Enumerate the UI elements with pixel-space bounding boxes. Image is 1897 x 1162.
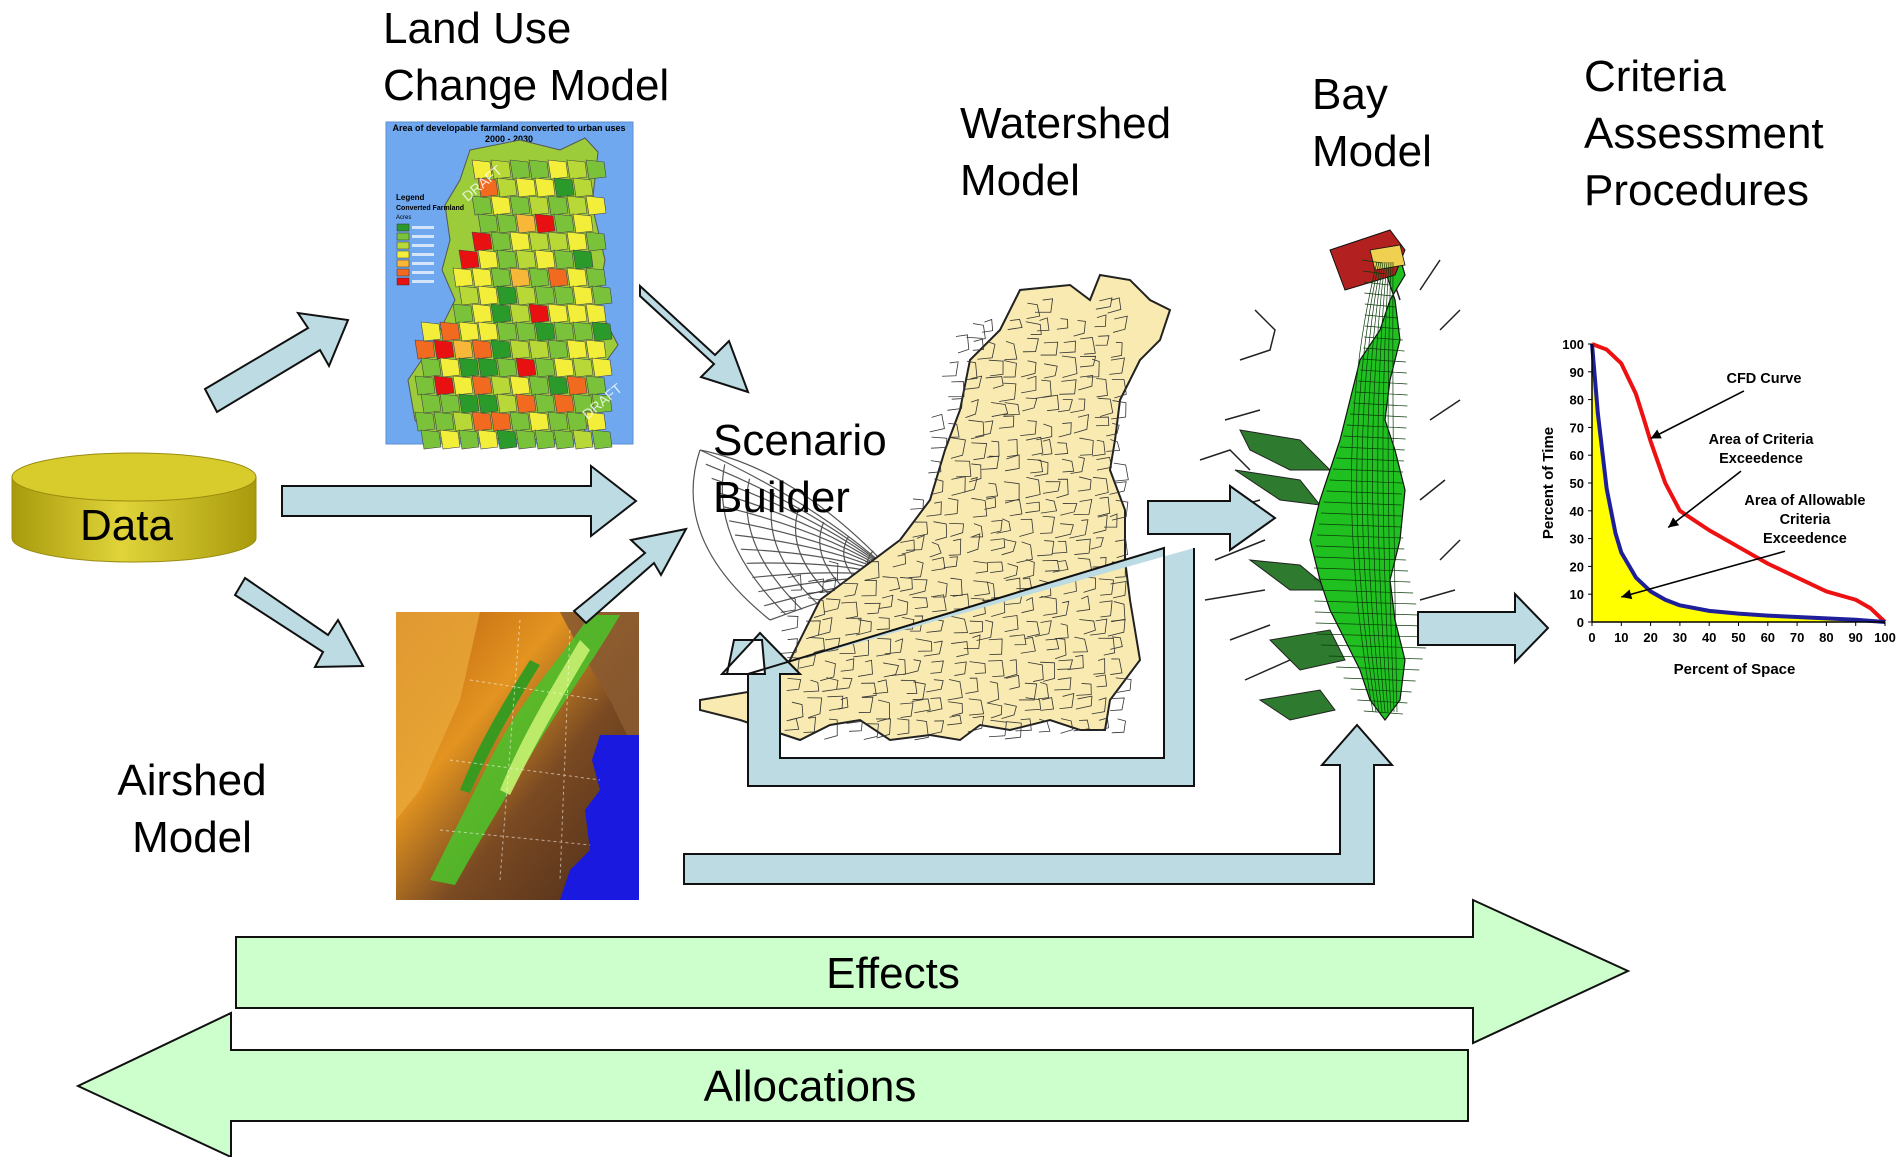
arrow-airshed-to-bay [683,723,1395,885]
legend-swatch [396,259,410,268]
y-tick-label: 30 [1570,532,1584,547]
arrow-bay-to-criteria [1417,591,1550,665]
land-use-label-line-2: Change Model [383,61,670,110]
bay-grid [1313,259,1427,715]
x-tick-label: 70 [1790,630,1804,645]
x-tick-label: 90 [1848,630,1862,645]
land-use-label: Land Use Change Model [383,0,669,114]
annotation-arrow [1621,550,1786,598]
annotation-arrow [1650,390,1745,440]
arrow-landuse-to-scenario [639,283,750,394]
arrow-watershed-to-bay [1147,484,1277,552]
land-use-map-title-2: 2000 - 2030 [485,134,533,144]
airshed-label-line-1: Airshed [117,756,267,805]
watershed-label-line-2: Model [960,156,1080,205]
land-use-legend-title-3: Acres [396,215,411,221]
scenario-label-line-1: Scenario [713,416,887,465]
legend-swatch [396,268,410,277]
data-label: Data [80,501,173,550]
big-arrows [75,898,1631,1159]
allocations-label: Allocations [703,1062,917,1111]
x-tick-label: 10 [1614,630,1628,645]
legend-swatch [396,277,410,286]
x-tick-label: 50 [1731,630,1745,645]
chart-annotation: CFD Curve [1726,371,1801,387]
chart-annotation: Area of Allowable Criteria Exceedence [1744,493,1865,547]
y-tick-label: 20 [1570,559,1584,574]
legend-swatch [396,232,410,241]
airshed-ocean [560,735,639,900]
x-tick-label: 20 [1643,630,1657,645]
criteria-label-line-2: Assessment [1584,109,1824,158]
criteria-label-line-3: Procedures [1584,166,1810,215]
flow-arrows [203,283,1550,885]
y-tick-label: 90 [1570,365,1584,380]
arrow-data-to-landuse [203,311,350,414]
annotation-arrow [1667,470,1742,529]
effects-arrow [235,898,1631,1045]
land-use-counties [414,159,613,450]
y-tick-label: 0 [1577,615,1584,630]
data-cylinder [11,452,257,563]
bay-label-line-1: Bay [1312,70,1388,119]
watershed-map [699,273,1172,742]
cfd-chart: 0 10 20 30 40 50 60 70 80 90 100 0 10 20 30 40 50 60 70 80 9… [1540,337,1896,678]
airshed-map [396,612,639,900]
criteria-label-line-1: Criteria [1584,52,1726,101]
y-axis-label: Percent of Time [1540,427,1557,539]
x-tick-label: 100 [1874,630,1896,645]
y-tick-label: 70 [1570,420,1584,435]
land-use-label-line-1: Land Use [383,4,572,53]
bay-label-line-2: Model [1312,127,1432,176]
legend-swatch [396,223,410,232]
arrow-data-to-airshed [233,576,365,669]
effects-label: Effects [826,949,960,998]
x-tick-label: 30 [1673,630,1687,645]
land-use-map-title-1: Area of developable farmland converted t… [392,123,625,133]
criteria-label: Criteria Assessment Procedures [1584,48,1824,219]
x-tick-label: 0 [1588,630,1595,645]
airshed-label-line-2: Model [132,813,252,862]
x-axis-label: Percent of Space [1674,661,1796,678]
x-tick-label: 60 [1761,630,1775,645]
y-tick-label: 40 [1570,504,1584,519]
arrow-data-to-scenario [281,463,638,539]
y-tick-label: 50 [1570,476,1584,491]
land-use-map: Area of developable farmland converted t… [385,121,634,450]
airshed-label: Airshed Model [92,752,292,866]
bay-label: Bay Model [1312,66,1432,180]
allocations-arrow [75,1011,1469,1159]
arrow-feedback-loop [719,546,1195,787]
land-use-legend-title-1: Legend [396,193,425,202]
chart-annotation: Area of Criteria Exceedence [1709,432,1815,467]
bay-map [1189,229,1461,721]
land-use-legend [396,223,434,286]
y-tick-label: 10 [1570,587,1584,602]
x-tick-label: 40 [1702,630,1716,645]
watershed-subbasins [780,297,1132,741]
legend-swatch [396,241,410,250]
allowable-exceedence-area [1592,344,1885,622]
arrow-airshed-to-scenario [572,527,688,625]
scenario-label-line-2: Builder [713,473,850,522]
y-tick-label: 80 [1570,393,1584,408]
legend-swatch [396,250,410,259]
scenario-label: Scenario Builder [713,412,887,526]
watershed-label: Watershed Model [960,95,1171,209]
x-tick-label: 80 [1819,630,1833,645]
y-tick-label: 100 [1562,337,1584,352]
land-use-legend-title-2: Converted Farmland [396,205,464,212]
cfd-curve-red [1591,342,1887,624]
y-tick-label: 60 [1570,448,1584,463]
cfd-curve-blue [1590,343,1886,624]
watershed-label-line-1: Watershed [960,99,1172,148]
